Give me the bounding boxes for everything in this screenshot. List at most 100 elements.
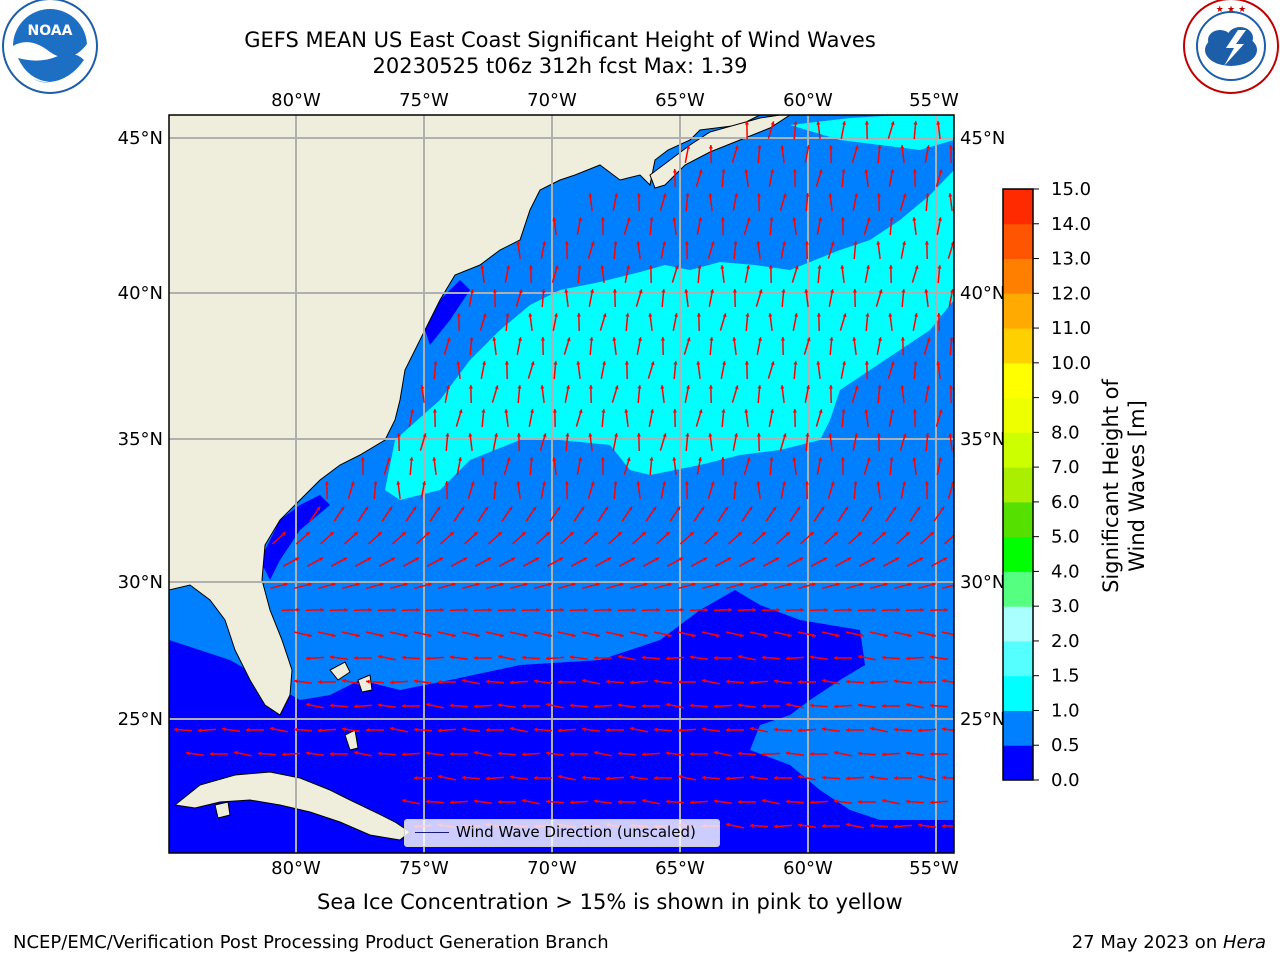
wind-wave-arrowhead	[700, 506, 705, 511]
wind-wave-arrowhead	[710, 241, 715, 246]
wind-wave-arrowhead	[636, 481, 641, 485]
wind-wave-arrowhead	[342, 678, 346, 683]
wind-wave-arrowhead	[734, 145, 739, 150]
wind-wave-arrowhead	[305, 532, 310, 536]
mid-wave-region	[385, 170, 954, 500]
wind-wave-arrowhead	[674, 265, 679, 270]
wind-wave-arrowhead	[342, 727, 346, 732]
wind-wave-arrowhead	[577, 265, 582, 269]
colorbar-tick-label: 11.0	[1051, 318, 1091, 339]
wind-wave-arrowhead	[409, 457, 414, 461]
wind-wave-arrowhead	[748, 506, 753, 511]
wind-wave-arrowhead	[686, 337, 691, 342]
wind-wave-arrowhead	[846, 776, 850, 781]
wind-wave-arrowhead	[638, 289, 643, 294]
wind-wave-arrowhead	[889, 217, 894, 221]
wind-wave-arrowhead	[740, 633, 744, 638]
wind-wave-arrowhead	[523, 582, 528, 587]
lat-label-left: 25°N	[118, 709, 163, 730]
wind-wave-arrowhead	[942, 727, 946, 732]
wind-wave-arrowhead	[505, 313, 510, 317]
wind-wave-arrowhead	[625, 313, 630, 317]
wind-wave-arrowhead	[811, 582, 816, 587]
wind-wave-arrowhead	[329, 532, 334, 536]
wind-wave-arrowhead	[780, 145, 785, 149]
wind-wave-arrowhead	[401, 532, 406, 536]
wind-wave-arrowhead	[782, 193, 787, 198]
wind-wave-arrowhead	[708, 145, 713, 149]
wind-wave-arrowhead	[924, 289, 929, 293]
wind-wave-arrowhead	[660, 385, 665, 389]
wind-wave-arrowhead	[354, 704, 358, 709]
wind-wave-arrowhead	[756, 241, 761, 245]
wind-wave-arrowhead	[578, 457, 583, 461]
wind-wave-arrowhead	[734, 193, 739, 197]
wind-wave-arrowhead	[530, 409, 535, 413]
wind-wave-arrowhead	[768, 265, 773, 269]
wind-wave-arrowhead	[854, 385, 859, 390]
colorbar-label: Significant Height of Wind Waves [m]	[1099, 379, 1149, 593]
wind-wave-arrowhead	[956, 633, 960, 637]
wind-wave-arrowhead	[793, 121, 798, 125]
wind-wave-arrowhead	[532, 506, 537, 511]
wind-wave-arrowhead	[608, 607, 612, 612]
wind-wave-arrowhead	[828, 385, 833, 389]
wind-wave-arrowhead	[770, 121, 775, 126]
wind-wave-arrowhead	[672, 169, 677, 173]
lat-label-left: 45°N	[118, 128, 163, 149]
wind-wave-arrowhead	[534, 557, 539, 562]
wind-wave-arrowhead	[824, 607, 828, 612]
wind-wave-arrowhead	[780, 337, 785, 341]
wind-wave-arrowhead	[785, 532, 790, 536]
wind-wave-arrowhead	[786, 656, 790, 661]
wind-wave-arrowhead	[750, 557, 755, 562]
wind-wave-arrowhead	[498, 654, 502, 659]
wind-wave-arrowhead	[870, 557, 875, 562]
wind-wave-arrowhead	[864, 361, 869, 365]
wind-wave-arrowhead	[715, 582, 720, 587]
wind-wave-arrowhead	[678, 774, 682, 779]
wind-wave-arrowhead	[848, 607, 852, 612]
wind-wave-arrowhead	[258, 751, 262, 756]
wind-wave-arrowhead	[931, 582, 936, 587]
wind-wave-arrowhead	[602, 313, 607, 318]
footer-credit: NCEP/EMC/Verification Post Processing Pr…	[13, 932, 609, 953]
wind-wave-arrowhead	[890, 409, 895, 413]
wind-wave-arrowhead	[404, 633, 408, 638]
wind-wave-arrowhead	[858, 654, 862, 659]
wind-wave-arrowhead	[737, 532, 742, 536]
wind-wave-arrowhead	[894, 679, 898, 684]
wind-wave-arrowhead	[638, 337, 643, 341]
wind-wave-arrowhead	[792, 169, 797, 173]
wind-wave-arrowhead	[892, 506, 897, 511]
colorbar-segment	[1003, 189, 1033, 225]
wind-wave-arrowhead	[450, 751, 454, 757]
wind-wave-arrowhead	[498, 703, 502, 708]
wind-wave-arrowhead	[902, 241, 907, 245]
wind-wave-arrowhead	[860, 633, 864, 638]
wind-wave-arrowhead	[834, 704, 838, 709]
wind-wave-arrowhead	[524, 633, 528, 638]
wind-wave-arrowhead	[926, 385, 931, 389]
wind-wave-arrowhead	[534, 679, 538, 684]
wind-wave-arrowhead	[596, 633, 600, 638]
wind-wave-arrowhead	[810, 703, 814, 708]
colorbar-tick-label: 2.0	[1051, 631, 1080, 652]
wind-wave-arrowhead	[685, 433, 690, 437]
wind-wave-arrowhead	[763, 582, 768, 587]
wind-wave-arrowhead	[866, 217, 871, 222]
wind-wave-arrowhead	[878, 337, 883, 341]
wind-wave-arrowhead	[686, 385, 691, 389]
wind-wave-arrowhead	[930, 655, 934, 660]
wind-wave-arrowhead	[546, 702, 550, 707]
wind-wave-arrowhead	[828, 193, 833, 197]
wind-wave-arrowhead	[643, 582, 648, 587]
wind-wave-arrowhead	[451, 582, 456, 587]
colorbar-tick-label: 1.5	[1051, 666, 1080, 687]
lat-label-left: 35°N	[118, 429, 163, 450]
wind-wave-arrowhead	[926, 337, 931, 342]
wind-wave-arrowhead	[888, 313, 893, 317]
wind-wave-arrowhead	[510, 680, 514, 685]
colorbar-segment	[1003, 293, 1033, 329]
wind-wave-arrowhead	[656, 607, 660, 612]
